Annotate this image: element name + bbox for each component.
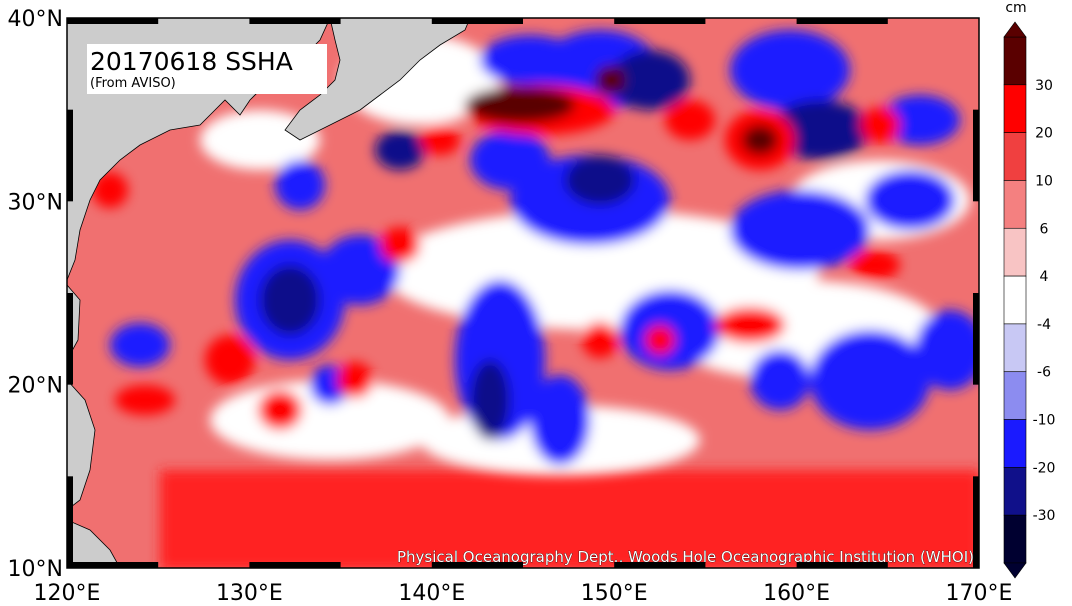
colorbar-segment [1003,514,1027,564]
colorbar-level-label: 4 [1040,269,1049,285]
colorbar-segment [1003,84,1027,133]
colorbar-level-label: -30 [1033,508,1056,524]
title-box: 20170618 SSHA (From AVISO) [87,44,327,94]
colorbar-unit: cm [1005,0,1026,16]
colorbar-segment [1003,467,1027,516]
colorbar-segment [1003,36,1027,86]
lon-label: 160°E [763,581,830,606]
map-frame [66,17,980,569]
colorbar-segment [1003,132,1027,181]
colorbar-level-label: 10 [1035,173,1053,189]
colorbar-segment [1003,227,1027,277]
colorbar-segment [1003,371,1027,420]
colorbar-level-label: -10 [1033,413,1056,429]
colorbar-bottom-arrow [1003,562,1027,579]
colorbar-segment [1003,275,1027,325]
map-subtitle: (From AVISO) [90,76,176,91]
map-panel [67,18,979,568]
colorbar-level-label: 30 [1035,78,1053,94]
lat-label: 20°N [8,374,63,399]
colorbar: cm 30 20 10 6 4 -4 -6 -10 -20 -30 [1003,0,1056,579]
colorbar-level-label: 20 [1035,126,1053,142]
longitude-labels: 120°E 130°E 140°E 150°E 160°E 170°E [34,581,1013,606]
lat-label: 40°N [8,7,63,32]
lon-label: 170°E [946,581,1013,606]
colorbar-level-label: -6 [1037,365,1051,381]
colorbar-level-label: -20 [1033,460,1056,476]
credit-text: Physical Oceanography Dept., Woods Hole … [397,548,974,566]
lon-label: 120°E [34,581,101,606]
map-title: 20170618 SSHA [90,47,293,76]
colorbar-segment [1003,180,1027,229]
lon-label: 130°E [216,581,283,606]
lon-label: 140°E [398,581,465,606]
latitude-labels: 40°N 30°N 20°N 10°N [8,7,63,582]
colorbar-level-label: 6 [1040,221,1049,237]
lat-label: 10°N [8,557,63,582]
colorbar-segment [1003,323,1027,373]
lon-label: 150°E [581,581,648,606]
anomaly-blobs [92,30,979,475]
lat-label: 30°N [8,190,63,215]
colorbar-level-label: -4 [1037,317,1051,333]
southern-warm-band [160,470,979,568]
colorbar-top-arrow [1003,21,1027,38]
colorbar-segment [1003,419,1027,468]
